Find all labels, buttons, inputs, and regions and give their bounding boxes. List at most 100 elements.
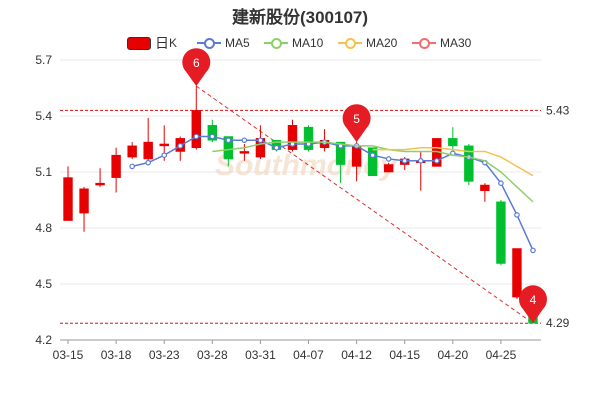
candle-body — [351, 145, 362, 167]
legend-k-char: 日 — [155, 35, 169, 51]
legend-ma20-swatch — [338, 36, 362, 50]
ma5-point — [385, 156, 392, 162]
marker-pin: 4 — [518, 285, 547, 324]
marker-pin-shape — [182, 48, 211, 87]
candle-body — [448, 138, 458, 147]
y-tick-label: 4.2 — [35, 333, 52, 347]
marker-pin-label: 4 — [530, 293, 537, 307]
candle-body — [303, 126, 314, 150]
candle-body — [512, 248, 522, 298]
candle — [512, 248, 522, 299]
candle — [464, 144, 474, 186]
ma5-point — [498, 180, 504, 187]
candle — [496, 200, 506, 266]
y-tick-label: 5.1 — [35, 165, 52, 179]
x-tick-label: 04-12 — [341, 348, 372, 362]
y-tick-label: 5.7 — [35, 53, 52, 67]
x-tick-label: 03-31 — [245, 348, 276, 362]
candle-body — [95, 182, 105, 186]
candle-body — [143, 141, 153, 160]
candle — [480, 183, 490, 202]
trend-line-segment — [195, 85, 534, 324]
legend-item-ma30[interactable]: MA30 — [412, 34, 471, 52]
x-tick-label: 04-07 — [293, 348, 324, 362]
candle — [303, 125, 314, 152]
legend-item-ma20[interactable]: MA20 — [338, 34, 397, 52]
x-tick-label: 03-23 — [149, 348, 180, 362]
candle — [239, 144, 250, 161]
ma5-point — [241, 137, 248, 144]
y-tick-label: 4.5 — [35, 277, 52, 291]
ma5-point — [225, 137, 232, 144]
candle-body — [287, 125, 298, 150]
legend-k-swatch — [127, 36, 151, 50]
ma5-point — [433, 158, 440, 164]
ma5-point — [257, 137, 264, 144]
ma20-line — [372, 146, 534, 177]
legend-item-ma10[interactable]: MA10 — [264, 34, 323, 52]
reference-line-label: 5.43 — [546, 103, 570, 117]
marker-pin-label: 6 — [193, 56, 200, 70]
legend-ma30-swatch — [412, 36, 436, 50]
reference-lines: 5.43 4.29 — [60, 103, 570, 330]
x-tick-label: 03-28 — [197, 348, 228, 362]
ma5-point — [177, 143, 184, 149]
marker-pin: 5 — [342, 104, 371, 143]
marker-pins: 6 5 4 — [182, 48, 547, 324]
legend-ma20-label: MA20 — [366, 36, 398, 50]
candle-body — [239, 151, 250, 154]
candle-body — [111, 154, 121, 178]
ma5-point — [145, 159, 151, 166]
marker-pin-label: 5 — [353, 112, 360, 126]
candle — [143, 117, 153, 161]
candle-body — [496, 201, 506, 264]
marker-pin-shape — [342, 104, 371, 143]
marker-pin-shape — [518, 285, 547, 324]
axes: 4.2 4.5 4.8 5.1 5.4 5.7 03-15 03-18 03-23 03-28 03… — [35, 53, 541, 362]
ma10-line — [212, 141, 534, 203]
candle-body — [159, 143, 169, 147]
candle-body — [367, 147, 378, 177]
reference-line-label: 4.29 — [546, 316, 570, 330]
ma5-point — [273, 144, 280, 151]
legend-ma30-label: MA30 — [440, 36, 472, 50]
candle-body — [191, 110, 201, 149]
candle-body — [464, 145, 474, 182]
candle — [367, 147, 378, 177]
candle — [335, 141, 346, 184]
candle — [79, 186, 89, 232]
candle — [95, 168, 105, 187]
candle-body — [79, 188, 89, 214]
y-tick-label: 4.8 — [35, 221, 52, 235]
ma5-point — [209, 133, 216, 140]
grid-lines — [60, 59, 541, 341]
x-tick-label: 04-20 — [437, 348, 468, 362]
legend-ma5-label: MA5 — [225, 36, 250, 50]
candle-body — [207, 125, 218, 141]
candle-body — [480, 184, 490, 191]
candle — [111, 147, 121, 193]
watermark: Southmoney — [215, 149, 398, 182]
ma5-point — [193, 133, 200, 140]
candle — [383, 162, 394, 173]
x-tick-label: 04-25 — [486, 348, 517, 362]
legend-item-ma5[interactable]: MA5 — [197, 34, 250, 52]
legend-ma5-swatch — [197, 36, 221, 50]
candle-body — [335, 141, 346, 165]
candle-body — [127, 145, 137, 158]
watermark-text: Southmoney — [215, 149, 398, 182]
candle-body — [63, 177, 73, 221]
plot-area — [60, 60, 541, 340]
x-tick-label: 04-15 — [389, 348, 420, 362]
candle-body — [383, 164, 394, 173]
trend-line — [195, 85, 534, 324]
ma5-point — [161, 152, 168, 159]
ma5-point — [401, 158, 408, 164]
ma5-point — [129, 163, 135, 170]
legend-k-suffix: K — [169, 36, 178, 50]
marker-pin: 6 — [182, 48, 211, 87]
candle-body — [223, 136, 234, 160]
